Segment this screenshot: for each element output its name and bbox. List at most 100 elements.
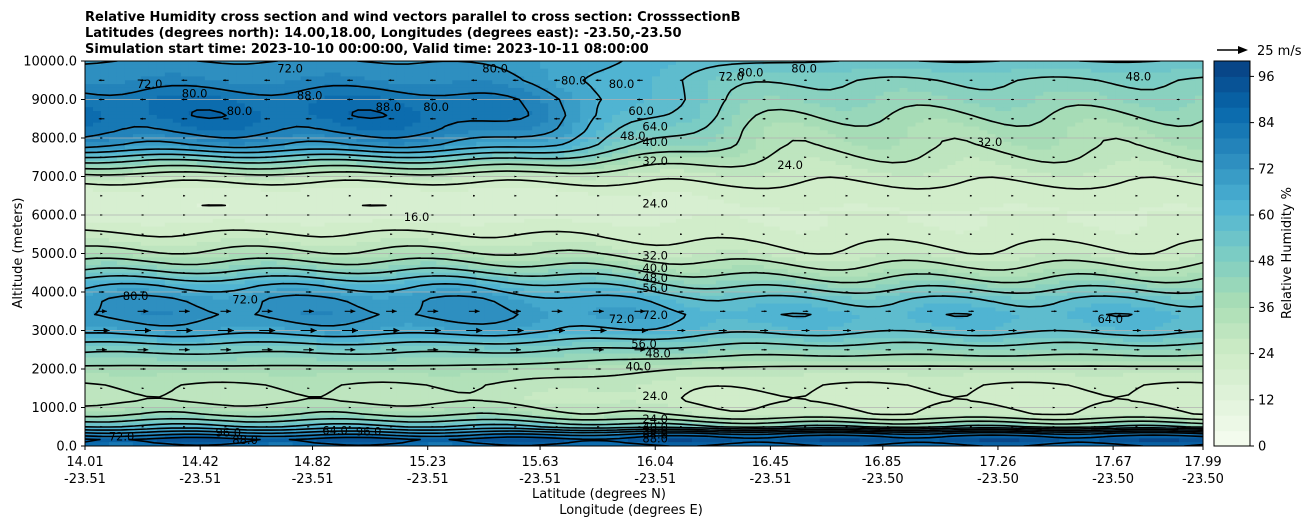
field-cell [253, 369, 262, 373]
field-cell [173, 304, 182, 308]
field-cell [269, 223, 278, 227]
field-cell [101, 123, 110, 127]
field-cell [261, 411, 270, 415]
field-cell [261, 438, 270, 442]
field-cell [213, 234, 222, 238]
field-cell [149, 346, 158, 350]
field-cell [125, 369, 134, 373]
field-cell [117, 396, 126, 400]
field-cell [165, 307, 174, 311]
field-cell [261, 261, 270, 265]
field-cell [181, 103, 190, 107]
field-cell [125, 242, 134, 246]
field-cell [85, 138, 94, 142]
field-cell [93, 323, 102, 327]
field-cell [261, 396, 270, 400]
field-cell [253, 238, 262, 242]
field-cell [149, 354, 158, 358]
field-cell [133, 207, 142, 211]
field-cell [221, 200, 230, 204]
field-cell [237, 323, 246, 327]
field-cell [181, 396, 190, 400]
field-cell [205, 396, 214, 400]
field-cell [253, 80, 262, 84]
field-cell [117, 207, 126, 211]
field-cell [245, 392, 254, 396]
field-cell [165, 400, 174, 404]
field-cell [149, 357, 158, 361]
field-cell [101, 138, 110, 142]
field-cell [133, 254, 142, 258]
field-cell [149, 192, 158, 196]
field-cell [253, 107, 262, 111]
field-cell [229, 219, 238, 223]
field-cell [165, 273, 174, 277]
field-cell [245, 384, 254, 388]
field-cell [197, 119, 206, 123]
field-cell [261, 73, 270, 77]
field-cell [269, 126, 278, 130]
field-cell [117, 88, 126, 92]
field-cell [101, 234, 110, 238]
field-cell [277, 346, 286, 350]
field-cell [261, 377, 270, 381]
field-cell [269, 177, 278, 181]
field-cell [173, 61, 182, 65]
field-cell [213, 265, 222, 269]
field-cell [117, 73, 126, 77]
field-cell [269, 304, 278, 308]
field-cell [117, 334, 126, 338]
field-cell [245, 130, 254, 134]
field-cell [221, 377, 230, 381]
field-cell [125, 384, 134, 388]
field-cell [253, 192, 262, 196]
field-cell [117, 84, 126, 88]
field-cell [157, 230, 166, 234]
field-cell [213, 103, 222, 107]
field-cell [101, 88, 110, 92]
field-cell [285, 238, 294, 242]
field-cell [245, 200, 254, 204]
field-cell [165, 292, 174, 296]
field-cell [277, 323, 286, 327]
field-cell [277, 115, 286, 119]
field-cell [221, 219, 230, 223]
field-cell [133, 100, 142, 104]
field-cell [197, 292, 206, 296]
field-cell [101, 65, 110, 69]
field-cell [93, 223, 102, 227]
field-cell [165, 331, 174, 335]
field-cell [149, 65, 158, 69]
field-cell [109, 388, 118, 392]
field-cell [93, 84, 102, 88]
field-cell [109, 203, 118, 207]
field-cell [157, 192, 166, 196]
field-cell [197, 65, 206, 69]
field-cell [229, 196, 238, 200]
field-cell [85, 215, 94, 219]
field-cell [205, 69, 214, 73]
field-cell [125, 192, 134, 196]
field-cell [173, 203, 182, 207]
field-cell [277, 234, 286, 238]
field-cell [157, 203, 166, 207]
field-cell [117, 69, 126, 73]
field-cell [141, 111, 150, 115]
field-cell [197, 123, 206, 127]
field-cell [133, 369, 142, 373]
field-cell [205, 196, 214, 200]
field-cell [181, 377, 190, 381]
field-cell [149, 392, 158, 396]
field-cell [165, 381, 174, 385]
field-cell [237, 65, 246, 69]
field-cell [213, 76, 222, 80]
field-cell [253, 388, 262, 392]
field-cell [269, 292, 278, 296]
field-cell [269, 188, 278, 192]
field-cell [181, 223, 190, 227]
field-cell [93, 357, 102, 361]
field-cell [117, 61, 126, 65]
field-cell [285, 254, 294, 258]
field-cell [93, 123, 102, 127]
field-cell [269, 138, 278, 142]
